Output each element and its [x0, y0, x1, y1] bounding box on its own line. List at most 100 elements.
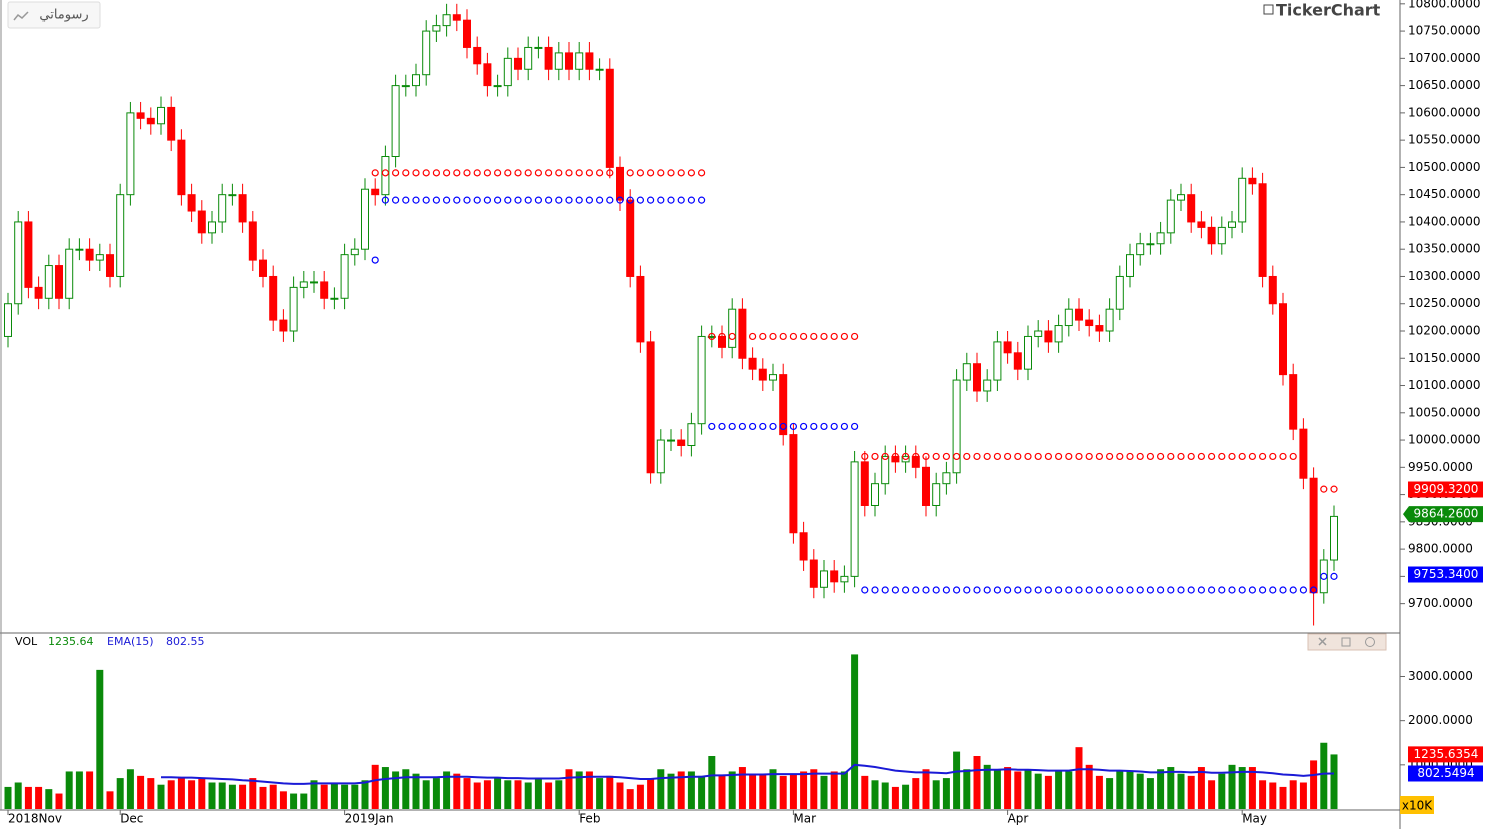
volume-bar — [585, 771, 593, 809]
maximize-icon[interactable] — [1341, 637, 1351, 647]
close-icon[interactable] — [1318, 637, 1327, 646]
candle-body — [412, 74, 420, 87]
volume-bar — [759, 773, 767, 809]
volume-bar — [851, 654, 859, 809]
level-marker — [697, 169, 706, 177]
level-marker — [983, 452, 991, 461]
volume-bar — [738, 767, 746, 809]
volume-bar — [249, 778, 257, 809]
level-marker — [504, 196, 512, 204]
volume-bar — [616, 782, 624, 809]
candle-body — [758, 368, 767, 381]
level-marker — [820, 332, 828, 341]
candle-body — [1248, 177, 1257, 185]
level-marker — [432, 169, 440, 177]
candle-body — [718, 335, 726, 348]
volume-bar — [1177, 773, 1185, 809]
candle-body — [401, 85, 410, 88]
level-marker — [1279, 586, 1287, 594]
volume-bar — [1034, 773, 1042, 809]
button-label[interactable]: رسوماتي — [39, 8, 88, 23]
volume-bar — [116, 778, 124, 809]
volume-bar — [1146, 778, 1154, 809]
level-marker — [575, 169, 583, 177]
level-marker — [494, 196, 502, 204]
volume-bar — [45, 789, 53, 809]
volume-bar — [422, 780, 430, 809]
candle-body — [483, 63, 492, 87]
volume-bar — [606, 775, 614, 809]
level-marker — [871, 452, 879, 461]
volume-bar — [800, 771, 808, 809]
volume-bar — [371, 764, 379, 809]
volume-bar — [228, 784, 236, 809]
candle-body — [136, 112, 145, 119]
level-marker — [932, 452, 940, 461]
level-marker — [687, 169, 696, 177]
candle-body — [269, 275, 278, 321]
candle-body — [4, 303, 12, 337]
level-marker — [1024, 452, 1032, 461]
level-marker — [973, 586, 981, 594]
level-marker — [728, 332, 736, 341]
candle-body — [1268, 275, 1277, 305]
volume-bar — [494, 778, 502, 809]
volume-bar — [218, 782, 226, 809]
candle-body — [289, 286, 298, 332]
candle-body — [187, 194, 196, 212]
candle-body — [932, 483, 941, 506]
candle-body — [636, 275, 645, 343]
level-marker — [708, 422, 716, 431]
button[interactable]: رسوماتي — [7, 1, 101, 29]
level-marker — [1187, 586, 1195, 594]
level-marker — [606, 169, 614, 177]
volume-bar — [677, 771, 685, 809]
price-tag — [1403, 506, 1483, 523]
candle-body — [779, 374, 788, 436]
level-marker — [1085, 452, 1093, 461]
candle-body — [228, 194, 237, 197]
level-marker — [504, 169, 512, 177]
level-marker — [1024, 586, 1032, 594]
volume-bar — [4, 786, 12, 809]
level-marker — [1085, 586, 1093, 594]
volume-bar — [1167, 767, 1175, 809]
candle-body — [177, 139, 186, 196]
candle-body — [544, 46, 553, 70]
candle-body — [1177, 194, 1185, 201]
candle-body — [1126, 254, 1134, 277]
candle-body — [452, 14, 461, 21]
level-marker — [901, 452, 910, 461]
candle-body — [1034, 330, 1043, 337]
level-marker — [1187, 452, 1195, 461]
candle-body — [44, 265, 53, 299]
price-tag-label: 802.5494 — [1417, 766, 1474, 780]
candle-body — [585, 52, 594, 70]
level-marker — [636, 169, 645, 177]
candle-body — [350, 248, 359, 256]
candle-body — [748, 357, 757, 370]
level-marker — [1095, 586, 1104, 594]
level-marker — [850, 422, 859, 431]
candle-body — [1197, 221, 1206, 228]
volume-bar — [514, 780, 522, 809]
level-marker — [646, 196, 655, 204]
settings-icon[interactable] — [1365, 637, 1375, 647]
level-marker — [626, 196, 634, 204]
volume-bar — [657, 769, 665, 809]
y-tick-label: 10550.0000 — [1408, 133, 1481, 147]
x-tick-label: Apr — [1008, 812, 1029, 826]
volume-bar — [545, 782, 553, 809]
candle-body — [106, 254, 114, 277]
y-tick-label: 10150.0000 — [1408, 351, 1481, 365]
candle-body — [809, 559, 818, 588]
level-marker — [1116, 586, 1124, 594]
candle-body — [218, 194, 227, 223]
candle-body — [667, 439, 675, 442]
price-tag-label: 9909.3200 — [1414, 482, 1479, 496]
volume-bar — [820, 775, 828, 809]
level-marker — [422, 196, 430, 204]
button-box[interactable] — [7, 1, 101, 29]
